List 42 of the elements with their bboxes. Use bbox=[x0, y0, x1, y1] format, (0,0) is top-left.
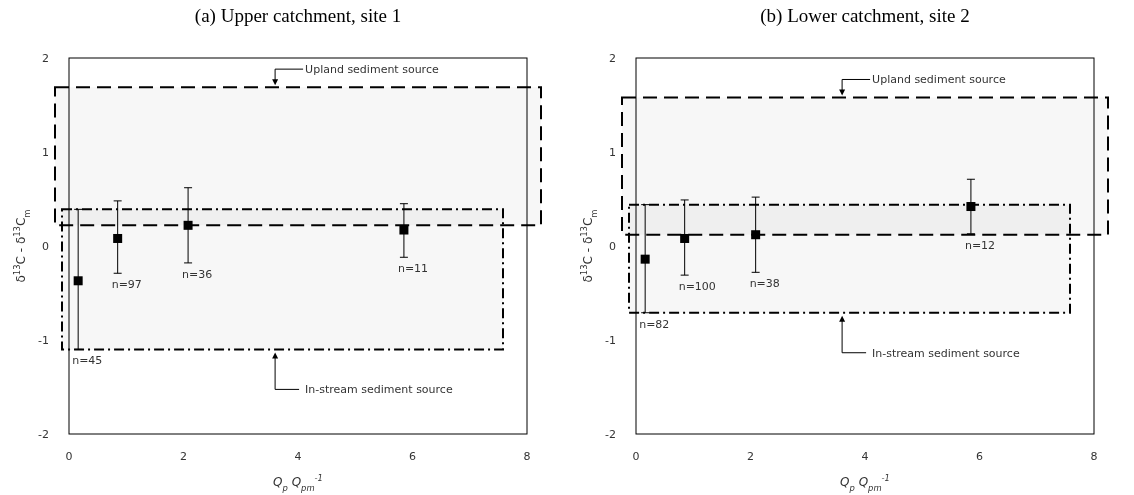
y-tick-label: -1 bbox=[605, 334, 616, 347]
point bbox=[680, 233, 690, 243]
x-tick-label: 4 bbox=[861, 450, 869, 463]
point bbox=[751, 230, 761, 240]
annotation: n=11 bbox=[397, 262, 429, 276]
band-label: In-stream sediment source bbox=[305, 383, 453, 397]
annotation: n=12 bbox=[964, 238, 996, 252]
band-label: In-stream sediment source bbox=[872, 346, 1020, 360]
point bbox=[966, 202, 976, 212]
annotation: n=97 bbox=[111, 278, 142, 292]
y-tick-label: -2 bbox=[605, 428, 616, 441]
point bbox=[183, 220, 193, 230]
x-tick-label: 8 bbox=[1090, 450, 1098, 463]
annotation: n=45 bbox=[72, 354, 103, 368]
point bbox=[640, 254, 650, 264]
point bbox=[399, 225, 409, 235]
x-tick-label: 8 bbox=[523, 450, 531, 463]
y-tick-label: -1 bbox=[38, 334, 49, 347]
legend-label: Upland sediment source bbox=[872, 73, 1006, 87]
chart-title: (a) Upper catchment, site 1 bbox=[194, 5, 402, 27]
annotation: n=36 bbox=[182, 267, 213, 281]
y-tick-label: 1 bbox=[609, 146, 616, 159]
x-tick-label: 2 bbox=[747, 450, 754, 463]
y-tick-label: -2 bbox=[38, 428, 49, 441]
x-tick-label: 0 bbox=[632, 450, 640, 463]
legend-label: Upland sediment source bbox=[305, 63, 439, 77]
y-tick-label: 0 bbox=[609, 240, 616, 253]
annotation: n=82 bbox=[639, 317, 670, 331]
y-tick-label: 2 bbox=[42, 52, 49, 65]
chart-title: (b) Lower catchment, site 2 bbox=[760, 5, 970, 27]
x-tick-label: 6 bbox=[976, 450, 983, 463]
y-tick-label: 1 bbox=[42, 146, 49, 159]
annotation: n=100 bbox=[678, 280, 716, 294]
point bbox=[73, 276, 83, 286]
y-tick-label: 0 bbox=[42, 240, 49, 253]
annotation: n=38 bbox=[749, 277, 780, 291]
y-tick-label: 2 bbox=[609, 52, 616, 65]
x-tick-label: 0 bbox=[65, 450, 73, 463]
x-tick-label: 4 bbox=[294, 450, 302, 463]
x-tick-label: 2 bbox=[180, 450, 187, 463]
x-tick-label: 6 bbox=[409, 450, 416, 463]
point bbox=[113, 233, 123, 243]
